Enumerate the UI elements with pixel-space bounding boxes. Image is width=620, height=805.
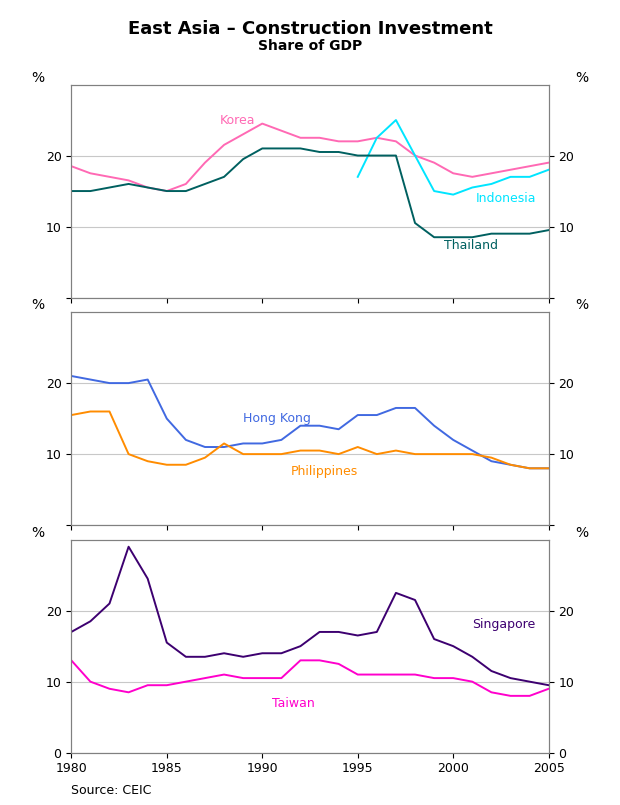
Text: Taiwan: Taiwan — [272, 696, 314, 709]
Text: Korea: Korea — [220, 114, 255, 126]
Text: Hong Kong: Hong Kong — [243, 412, 311, 425]
Text: Thailand: Thailand — [444, 239, 498, 252]
Text: Singapore: Singapore — [472, 618, 536, 631]
Text: %: % — [32, 298, 45, 312]
Text: %: % — [575, 71, 588, 85]
Text: Philippines: Philippines — [291, 465, 358, 478]
Text: Indonesia: Indonesia — [476, 192, 537, 204]
Text: %: % — [575, 526, 588, 539]
Text: %: % — [32, 526, 45, 539]
Text: East Asia – Construction Investment: East Asia – Construction Investment — [128, 20, 492, 38]
Text: Source: CEIC: Source: CEIC — [71, 784, 152, 797]
Text: Share of GDP: Share of GDP — [258, 39, 362, 52]
Text: %: % — [32, 71, 45, 85]
Text: %: % — [575, 298, 588, 312]
